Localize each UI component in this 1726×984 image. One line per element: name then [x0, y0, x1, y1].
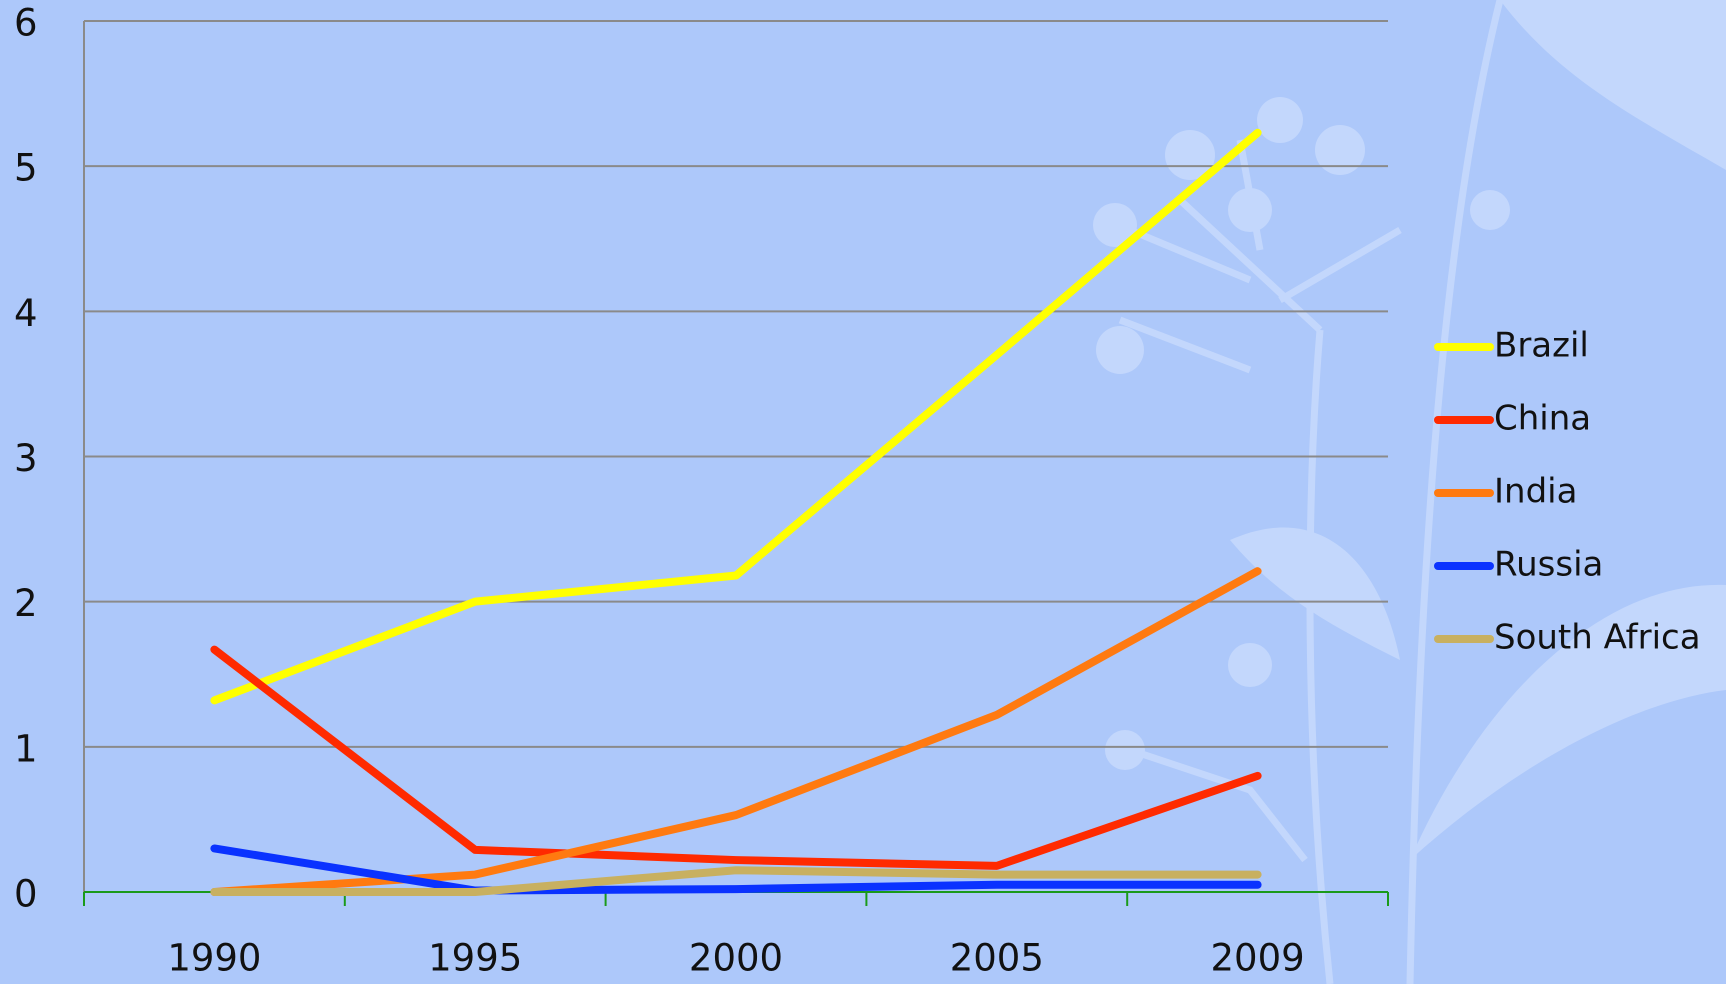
- y-tick-label: 4: [14, 292, 38, 335]
- series-line: [210, 645, 1262, 870]
- x-tick-label: 2009: [1211, 937, 1305, 980]
- y-tick-label: 3: [14, 437, 38, 480]
- x-tick-label: 2005: [950, 937, 1044, 980]
- legend-label: South Africa: [1494, 618, 1701, 658]
- x-tick-label: 2000: [689, 937, 783, 980]
- x-tick-label: 1990: [167, 937, 261, 980]
- y-tick-label: 5: [14, 147, 38, 190]
- y-tick-label: 6: [14, 2, 38, 45]
- y-tick-label: 1: [14, 727, 38, 770]
- x-tick-label: 1995: [428, 937, 522, 980]
- decoration-leaves: [1093, 0, 1726, 860]
- series-line: [210, 128, 1262, 705]
- legend-label: Brazil: [1494, 326, 1589, 366]
- y-tick-label: 0: [14, 873, 38, 916]
- series-line: [210, 844, 1262, 895]
- y-tick-label: 2: [14, 582, 38, 625]
- legend-label: China: [1494, 399, 1591, 439]
- legend-label: India: [1494, 472, 1577, 512]
- legend-label: Russia: [1494, 545, 1603, 585]
- series-line: [210, 866, 1262, 896]
